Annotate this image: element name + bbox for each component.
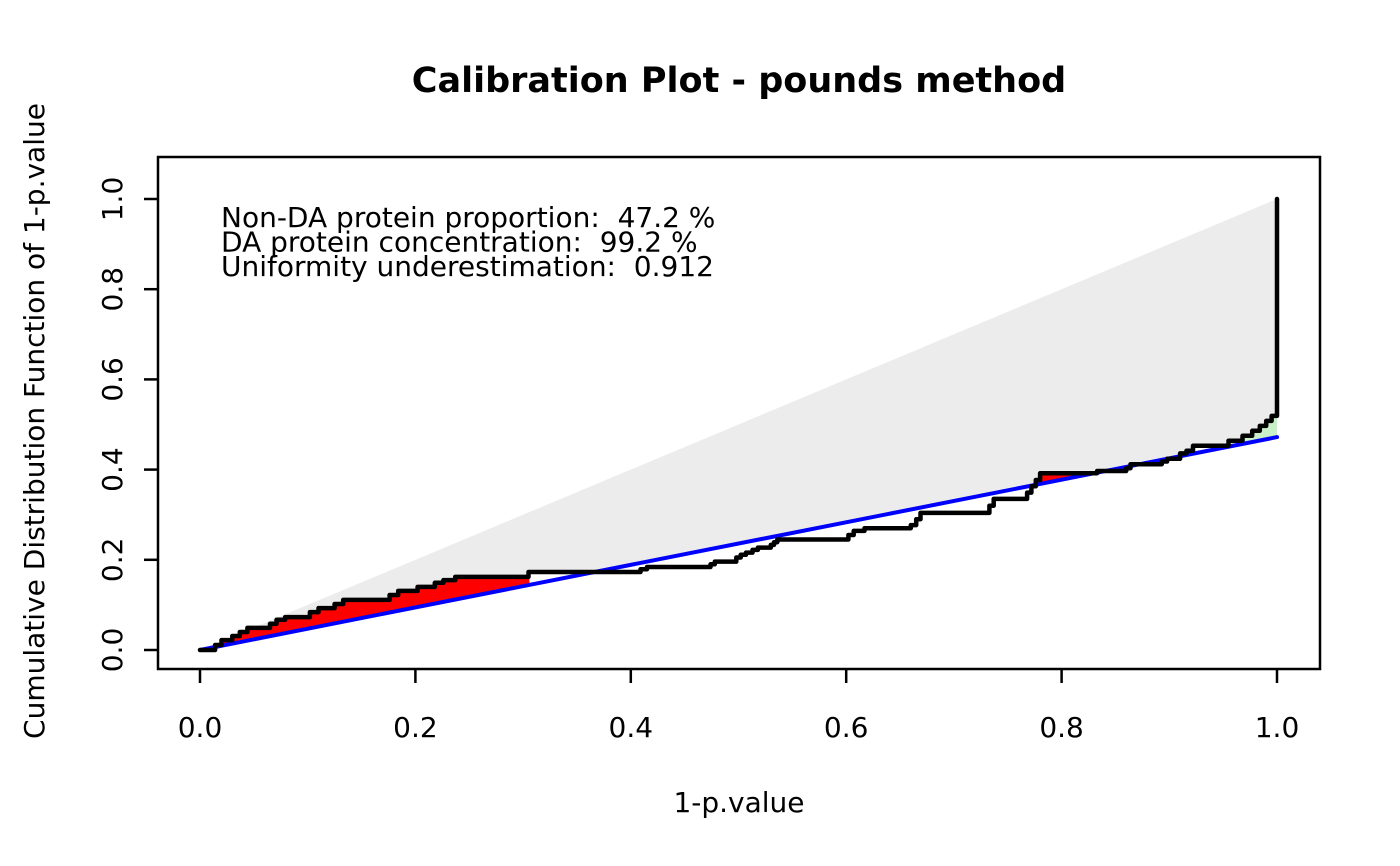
x-tick-label: 0.8 xyxy=(1039,711,1084,744)
y-tick-label: 0.6 xyxy=(96,357,129,402)
ecdf-curve xyxy=(197,196,1280,653)
annotation-uniformity-underestimation: Uniformity underestimation: 0.912 xyxy=(221,250,714,283)
chart-title: Calibration Plot - pounds method xyxy=(412,61,1066,101)
y-tick-label: 0.8 xyxy=(96,267,129,312)
y-tick-label: 1.0 xyxy=(96,177,129,222)
underestimation-region-fill xyxy=(223,572,530,646)
x-tick-label: 1.0 xyxy=(1255,711,1300,744)
annotation-non-da-proportion: Non-DA protein proportion: 47.2 % xyxy=(221,201,715,234)
x-tick-label: 0.0 xyxy=(178,711,223,744)
uniform-gap-region-fill xyxy=(200,199,1277,650)
x-tick-label: 0.6 xyxy=(824,711,869,744)
plot-box xyxy=(156,155,1322,671)
plot-area: 0.0 0.2 0.4 0.6 0.8 1.0 0.0 0.2 0.4 0.6 0.8 1.0 xyxy=(96,155,1322,744)
annotation-da-concentration: DA protein concentration: 99.2 % xyxy=(221,226,698,259)
y-axis-label: Cumulative Distribution Function of 1-p.… xyxy=(18,103,51,739)
y-tick-label: 0.2 xyxy=(96,538,129,583)
x-tick-label: 0.4 xyxy=(609,711,654,744)
x-axis-label: 1-p.value xyxy=(673,786,804,819)
x-tick-label: 0.2 xyxy=(393,711,438,744)
y-tick-label: 0.4 xyxy=(96,447,129,492)
y-tick-label: 0.0 xyxy=(96,628,129,673)
